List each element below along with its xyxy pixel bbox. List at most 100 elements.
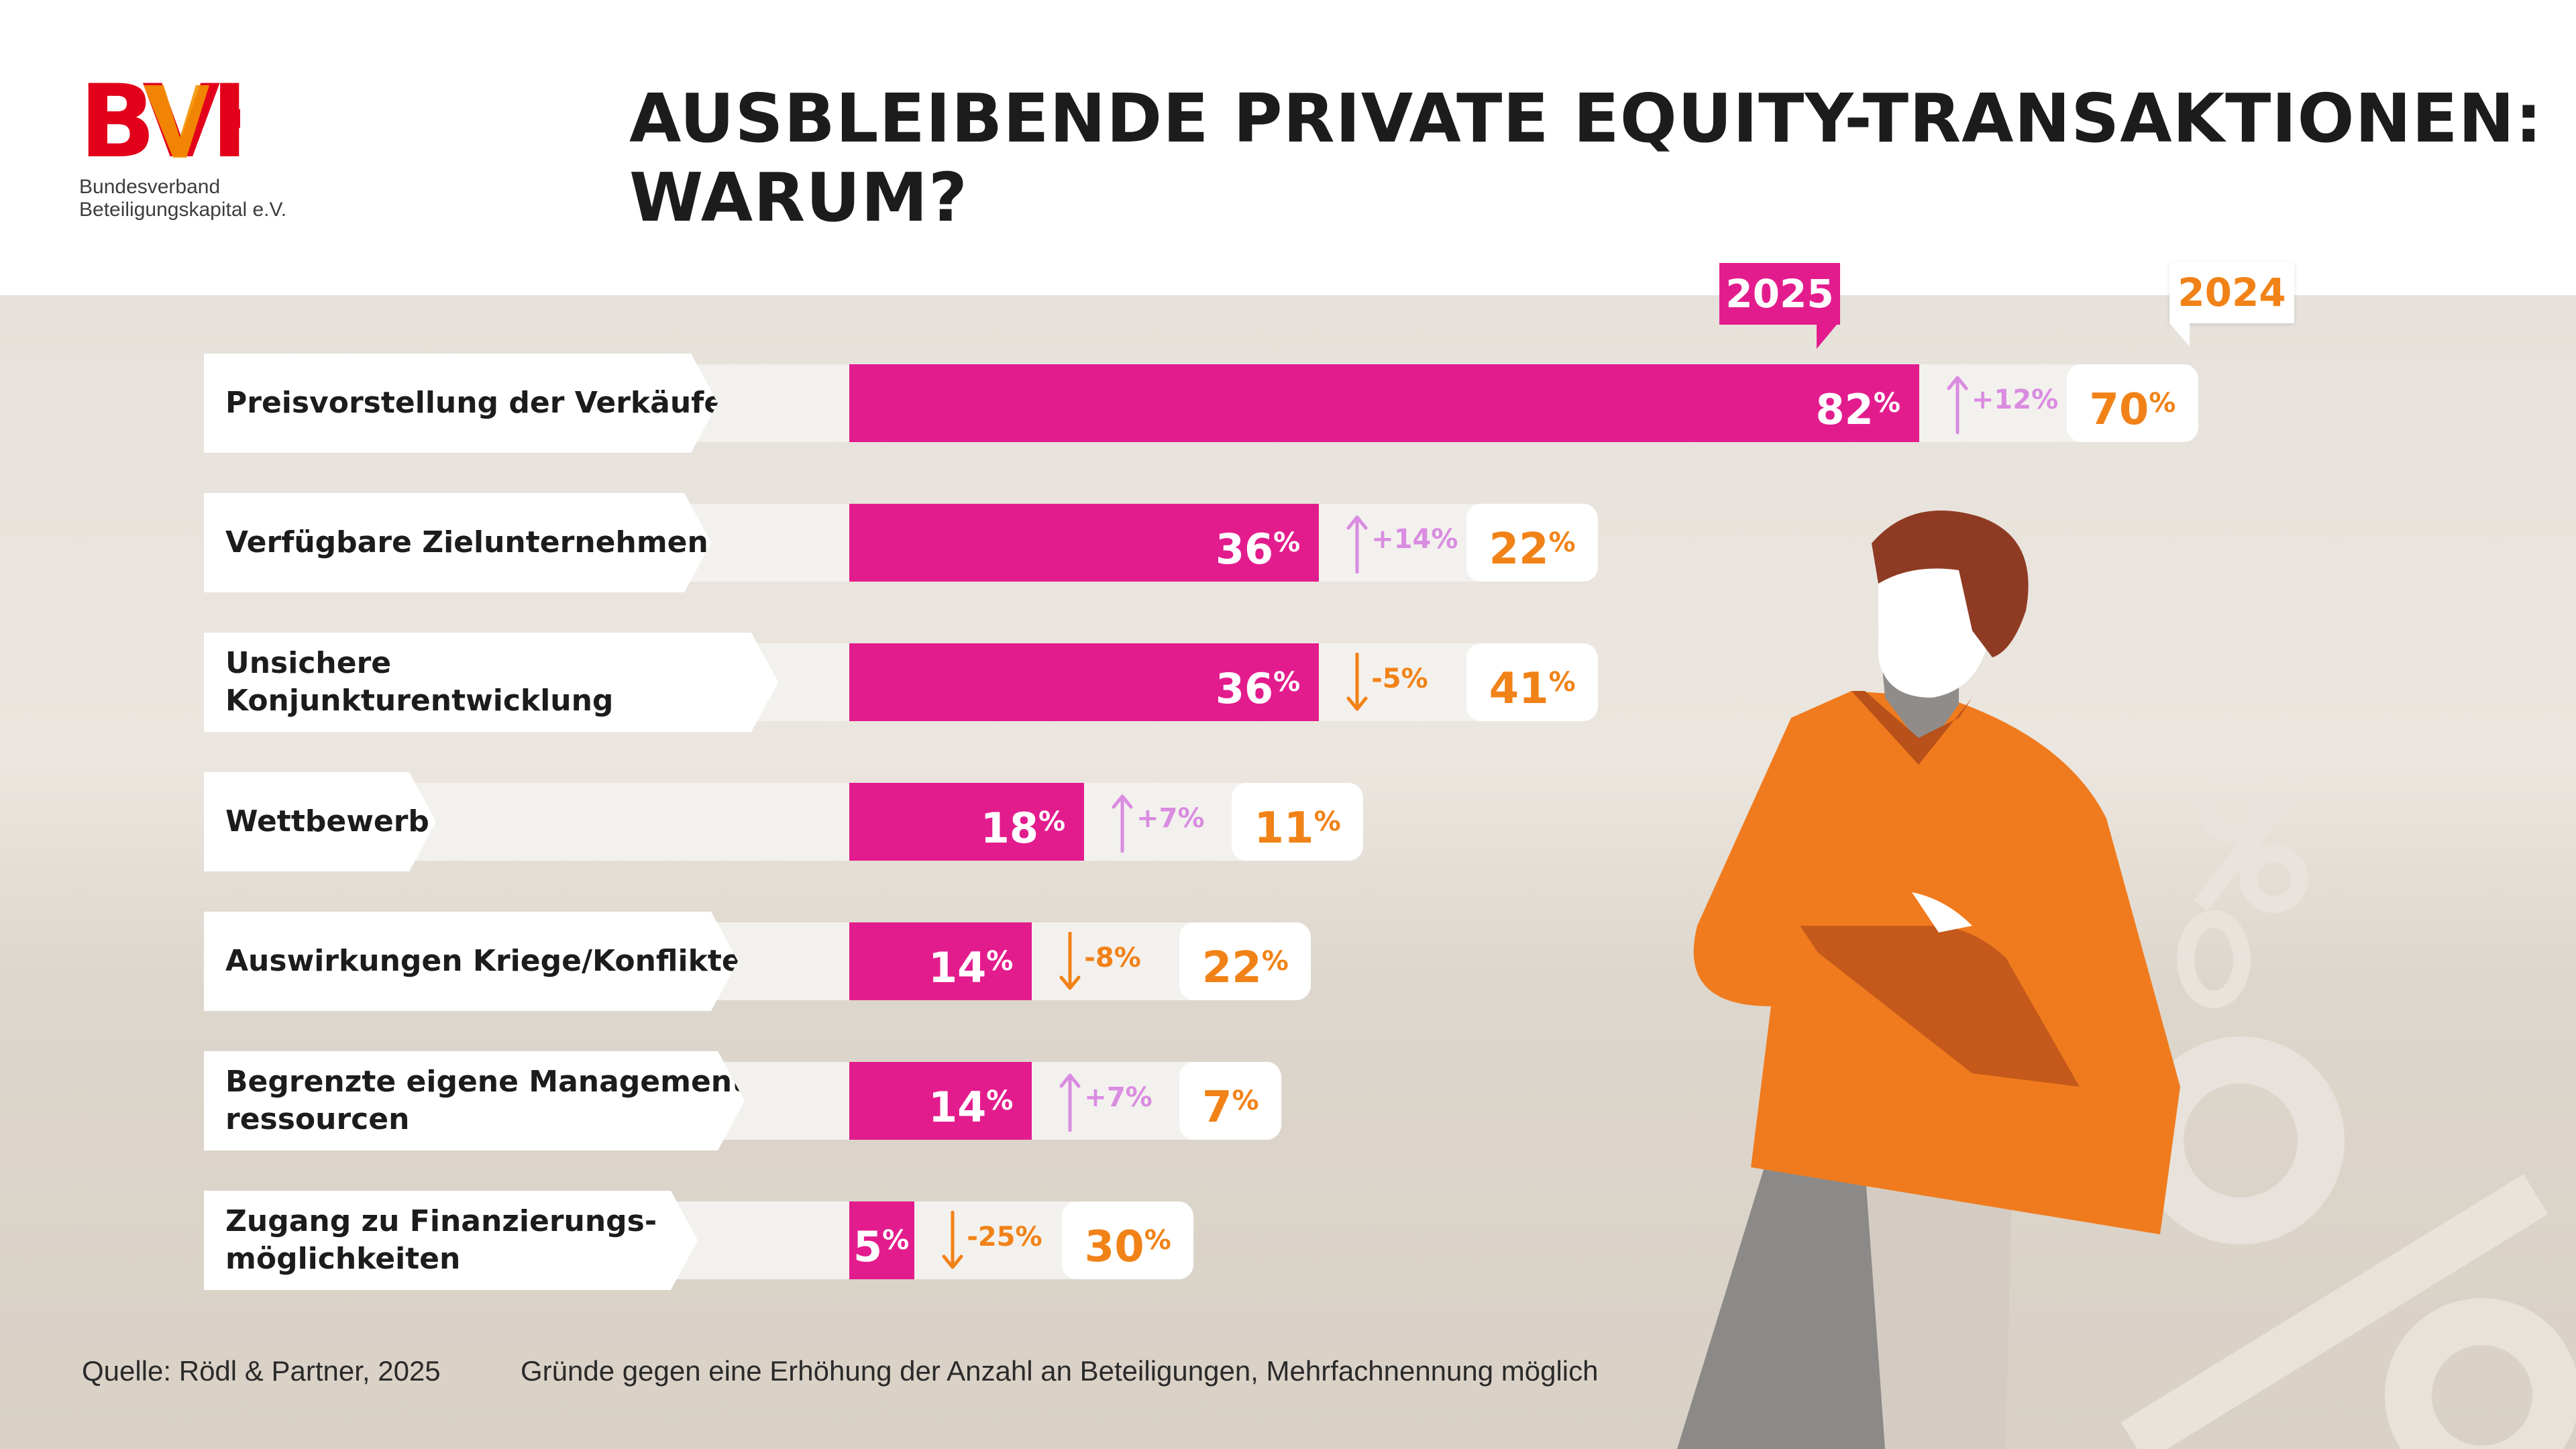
bar-2025: 14% — [849, 922, 1032, 1000]
bar-2025-label: 14% — [928, 922, 1013, 1000]
bar-2025-label: 82% — [1816, 364, 1900, 442]
bar-2025-label: 14% — [928, 1062, 1013, 1140]
bvk-logo: BVK — [79, 77, 240, 164]
bar-2025: 36% — [849, 643, 1320, 721]
bar-track — [282, 783, 1246, 861]
logo-subtitle: Bundesverband Beteiligungskapital e.V. — [79, 176, 361, 221]
change-value: +12% — [1971, 384, 2059, 415]
row-label: Zugang zu Finanzierungs-möglichkeiten — [204, 1191, 698, 1290]
legend-2025-pointer — [1817, 325, 1837, 349]
person-illustration — [1677, 511, 2180, 1449]
row-label: Auswirkungen Kriege/Konflikte — [204, 912, 738, 1011]
row-label: Wettbewerb — [204, 772, 436, 871]
change-indicator: +14% — [1346, 504, 1473, 582]
value-2024-number: 11 — [1254, 804, 1314, 853]
row-label-line: Begrenzte eigene Management- — [225, 1065, 759, 1099]
logo-subtitle-line2: Beteiligungskapital e.V. — [79, 199, 287, 221]
change-indicator: -8% — [1059, 922, 1186, 1000]
percent-sign: % — [1273, 527, 1301, 558]
row-label-line: Verfügbare Zielunternehmen — [225, 525, 708, 559]
arrow-down-icon — [942, 1211, 963, 1269]
row-label-text: Wettbewerb — [225, 772, 789, 871]
bar-2025: 5% — [849, 1201, 915, 1279]
row-label-lines: Verfügbare Zielunternehmen — [225, 524, 708, 561]
bar-2025-label: 5% — [853, 1201, 909, 1279]
arrow-up-icon — [1112, 794, 1133, 853]
legend-2024-pointer — [2169, 323, 2190, 346]
row-label-text: Unsichere Konjunkturentwicklung — [225, 633, 789, 732]
value-2024-number: 22 — [1201, 943, 1262, 993]
value-2024: 11% — [1232, 783, 1364, 861]
value-2024: 22% — [1466, 504, 1599, 582]
percent-decoration-icon — [2121, 768, 2576, 1449]
bar-2025-value: 82 — [1815, 385, 1874, 434]
row-label-text: Preisvorstellung der Verkäufer — [225, 354, 789, 453]
row-label-text: Auswirkungen Kriege/Konflikte — [225, 912, 789, 1011]
change-value: +7% — [1136, 803, 1205, 834]
bar-2025-value: 5 — [853, 1222, 883, 1271]
arrow-up-icon — [1947, 376, 1968, 434]
legend-2024: 2024 — [2169, 262, 2294, 323]
bar-2025-label: 36% — [1216, 504, 1300, 582]
change-indicator: -25% — [941, 1201, 1069, 1279]
value-2024-number: 41 — [1489, 664, 1549, 714]
legend-2025: 2025 — [1719, 263, 1840, 325]
arrow-up-icon — [1059, 1073, 1081, 1132]
row-label-line: Wettbewerb — [225, 804, 429, 839]
bar-2025: 82% — [849, 364, 1919, 442]
footnote: Gründe gegen eine Erhöhung der Anzahl an… — [521, 1355, 1599, 1387]
row-label-line: Zugang zu Finanzierungs- — [225, 1204, 657, 1238]
page-title-line2: WARUM? — [629, 158, 968, 237]
row-label-lines: Preisvorstellung der Verkäufer — [225, 384, 739, 422]
value-2024-number: 70 — [2089, 385, 2149, 435]
row-label-lines: Unsichere Konjunkturentwicklung — [225, 645, 789, 720]
bar-2025-value: 14 — [928, 943, 987, 992]
page-title-line1: AUSBLEIBENDE PRIVATE EQUITY-TRANSAKTIONE… — [629, 79, 2543, 158]
bar-2025-value: 18 — [980, 804, 1039, 853]
bar-2025-value: 36 — [1215, 664, 1274, 713]
bar-2025-value: 14 — [928, 1083, 987, 1132]
percent-sign: % — [1548, 527, 1576, 558]
row-label-lines: Wettbewerb — [225, 803, 429, 841]
percent-sign: % — [2149, 388, 2176, 419]
percent-sign: % — [1232, 1085, 1259, 1116]
value-2024: 22% — [1179, 922, 1311, 1000]
value-2024: 7% — [1179, 1062, 1282, 1140]
change-value: -8% — [1084, 943, 1141, 973]
change-indicator: +7% — [1111, 783, 1238, 861]
bar-2025-label: 36% — [1216, 643, 1300, 721]
bar-2025: 14% — [849, 1062, 1032, 1140]
row-label-text: Begrenzte eigene Management-ressourcen — [225, 1051, 789, 1150]
change-value: +7% — [1084, 1082, 1152, 1113]
row-label: Verfügbare Zielunternehmen — [204, 493, 711, 592]
percent-sign: % — [986, 946, 1014, 977]
value-2024: 70% — [2066, 364, 2198, 442]
percent-sign: % — [1548, 667, 1576, 698]
row-label-line: Unsichere Konjunkturentwicklung — [225, 646, 614, 718]
value-2024: 41% — [1466, 643, 1599, 721]
row-label-lines: Zugang zu Finanzierungs-möglichkeiten — [225, 1203, 657, 1278]
percent-sign: % — [1261, 946, 1289, 977]
value-2024: 30% — [1062, 1201, 1194, 1279]
change-value: -5% — [1371, 663, 1428, 694]
percent-sign: % — [986, 1085, 1014, 1116]
value-2024-number: 7 — [1201, 1083, 1232, 1132]
bar-2025: 18% — [849, 783, 1085, 861]
row-label-line: Auswirkungen Kriege/Konflikte — [225, 944, 742, 978]
value-2024-number: 22 — [1489, 525, 1549, 574]
bar-2025-value: 36 — [1215, 525, 1274, 574]
percent-sign: % — [1144, 1225, 1171, 1256]
row-label-text: Zugang zu Finanzierungs-möglichkeiten — [225, 1191, 789, 1290]
row-label-text: Verfügbare Zielunternehmen — [225, 493, 789, 592]
change-indicator: +12% — [1946, 364, 2074, 442]
percent-sign: % — [1313, 806, 1341, 837]
page-title: AUSBLEIBENDE PRIVATE EQUITY-TRANSAKTIONE… — [629, 79, 2543, 237]
row-label: Begrenzte eigene Management-ressourcen — [204, 1051, 745, 1150]
row-label-line: Preisvorstellung der Verkäufer — [225, 386, 739, 420]
change-value: +14% — [1371, 524, 1458, 555]
row-label-lines: Begrenzte eigene Management-ressourcen — [225, 1063, 758, 1138]
change-indicator: +7% — [1059, 1062, 1186, 1140]
arrow-down-icon — [1059, 932, 1081, 990]
bar-2025-label: 18% — [981, 783, 1065, 861]
value-2024-number: 30 — [1084, 1222, 1144, 1272]
